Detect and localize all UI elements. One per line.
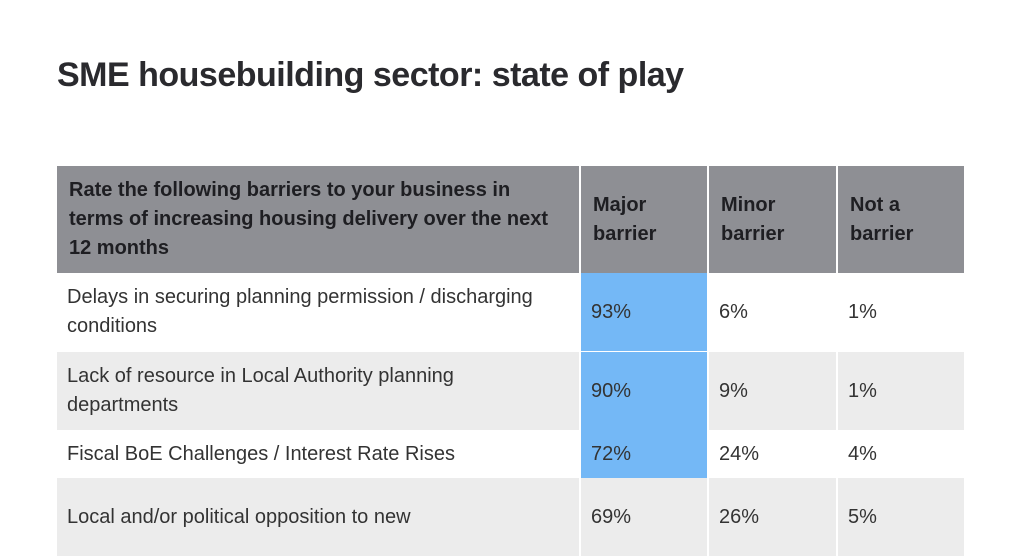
row-label: Lack of resource in Local Authority plan… [57, 352, 579, 430]
cell-value: 93% [581, 273, 707, 351]
cell-value: 26% [709, 478, 836, 556]
row-label: Fiscal BoE Challenges / Interest Rate Ri… [67, 442, 455, 465]
cell-value: 69% [581, 478, 707, 556]
cell-value: 90% [581, 352, 707, 430]
cell-value: 9% [709, 352, 836, 430]
title: SME housebuilding sector: state of play [57, 56, 684, 94]
cell-value: 4% [848, 442, 877, 465]
column-header: Major barrier [581, 166, 707, 273]
page: SME housebuilding sector: state of play … [57, 56, 964, 556]
column-header: Not a barrier [838, 166, 964, 273]
column-header: Rate the following barriers to your busi… [57, 166, 579, 273]
cell-value: 5% [838, 478, 964, 556]
column-header: Minor barrier [709, 166, 836, 273]
cell-value: 72% [581, 430, 707, 478]
cell-value: 1% [838, 352, 964, 430]
cell-value: 6% [719, 300, 748, 323]
row-label: Local and/or political opposition to new [57, 478, 579, 556]
cell-value: 1% [848, 300, 877, 323]
row-label: Delays in securing planning permission /… [67, 286, 533, 337]
cell-value: 24% [719, 442, 760, 465]
